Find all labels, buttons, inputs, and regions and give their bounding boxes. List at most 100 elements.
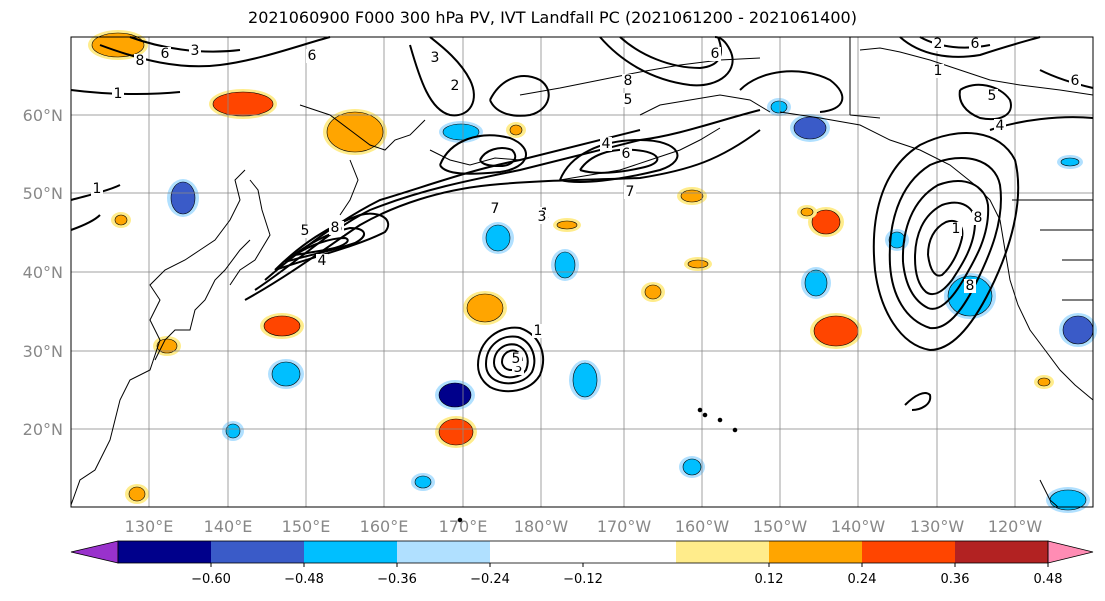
anomaly-patch — [770, 100, 788, 114]
anomaly-patch — [1037, 377, 1051, 387]
ivt-contour-line — [294, 236, 349, 256]
contour-label: 1 — [934, 63, 943, 79]
contour-label: 4 — [602, 136, 611, 152]
colorbar-tick-label: −0.60 — [191, 572, 231, 587]
anomaly-patch — [466, 293, 504, 323]
island — [702, 412, 708, 418]
anomaly-patch — [811, 209, 841, 235]
ivt-contour-line — [872, 132, 1020, 352]
coastline-segment — [639, 94, 771, 116]
ivt-contour-line — [70, 89, 181, 96]
graticule — [71, 37, 1093, 507]
ivt-contour-line — [901, 180, 990, 310]
contour-label: 5 — [301, 223, 310, 239]
coastline-segment — [559, 127, 721, 181]
contour-label-bg — [972, 211, 984, 225]
contour-label: 4 — [318, 253, 327, 269]
contour-label-bg — [709, 47, 721, 61]
longitude-label: 180°W — [514, 517, 569, 536]
coastline-segment — [1039, 479, 1059, 508]
colorbar: −0.60 −0.48 −0.36 −0.24 −0.12 0.12 0.24 0.36 0.4… — [70, 540, 1094, 587]
longitude-label: 120°W — [988, 517, 1043, 536]
coastline-segment — [154, 239, 251, 361]
coastline-segment — [999, 219, 1094, 401]
latitude-label: 40°N — [23, 263, 63, 282]
ivt-contour-line — [129, 36, 241, 53]
longitude-label: 150°E — [282, 517, 331, 536]
longitude-label: 140°W — [831, 517, 886, 536]
longitude-label: 130°W — [910, 517, 965, 536]
anomaly-patch — [326, 111, 384, 153]
colorbar-segment — [490, 541, 584, 563]
contour-label-bg — [329, 221, 341, 235]
contour-label-bg — [986, 89, 998, 103]
contour-label: 1 — [93, 181, 102, 197]
contour-labels: 863163268546174567318654126813581 — [91, 36, 1081, 376]
contour-label-bg — [932, 37, 944, 51]
contour-label: 6 — [622, 146, 631, 162]
longitude-label: 170°E — [439, 517, 488, 536]
contour-label: 1 — [114, 86, 123, 102]
anomaly-patch — [128, 486, 146, 502]
colorbar-segment — [397, 541, 491, 563]
longitude-label: 160°E — [360, 517, 409, 536]
anomaly-patch — [800, 207, 814, 217]
contour-label-bg — [969, 37, 981, 51]
latitude-label: 50°N — [23, 184, 63, 203]
colorbar-tick-label: 0.24 — [848, 572, 877, 587]
map-title: 2021060900 F000 300 hPa PV, IVT Landfall… — [248, 8, 857, 27]
ivt-contour-line — [904, 392, 932, 411]
coastline-segment — [229, 179, 271, 286]
contour-label: 3 — [538, 209, 547, 225]
contour-label-bg — [624, 185, 636, 199]
island — [732, 427, 738, 433]
colorbar-tick-label: 0.48 — [1034, 572, 1063, 587]
colorbar-segment — [862, 541, 956, 563]
ivt-contour-line — [559, 138, 679, 183]
contour-label-bg — [91, 182, 103, 196]
contour-label-bg — [449, 79, 461, 93]
anomaly-patch — [1060, 157, 1080, 167]
colorbar-segment — [769, 541, 863, 563]
island — [697, 407, 703, 413]
ivt-contour-line — [899, 36, 1041, 58]
latitude-labels: 60°N 50°N 40°N 30°N 20°N — [23, 106, 63, 439]
longitude-label: 170°W — [597, 517, 652, 536]
anomaly-patch — [682, 458, 702, 476]
ivt-contour-line — [70, 214, 101, 231]
anomaly-patch — [156, 338, 178, 354]
contour-label-bg — [429, 51, 441, 65]
ivt-contour-line — [958, 83, 1012, 120]
anomaly-patch — [572, 362, 598, 398]
colorbar-segment — [304, 541, 398, 563]
anomaly-patch — [438, 418, 474, 446]
ivt-contour-line — [264, 129, 641, 281]
coastline-segment — [1040, 229, 1093, 301]
contour-label: 8 — [331, 220, 340, 236]
anomaly-patch — [509, 124, 523, 136]
map-frame — [70, 36, 1094, 508]
anomaly-patch — [793, 116, 827, 140]
contour-label: 5 — [988, 88, 997, 104]
ivt-contour-line — [599, 36, 734, 87]
contour-label: 3 — [191, 43, 200, 59]
latitude-label: 20°N — [23, 420, 63, 439]
contour-label-bg — [134, 54, 146, 68]
contour-label: 2 — [451, 78, 460, 94]
contour-label-bg — [600, 137, 612, 151]
contour-label: 3 — [514, 360, 523, 376]
contour-label-bg — [316, 254, 328, 268]
colorbar-tick-label: 0.12 — [755, 572, 784, 587]
contour-label: 1 — [534, 323, 543, 339]
colorbar-tick-label: 0.36 — [941, 572, 970, 587]
anomaly-patch — [438, 382, 472, 408]
contour-label: 8 — [136, 53, 145, 69]
contour-label-bg — [536, 210, 548, 224]
contour-label-bg — [510, 352, 522, 366]
anomaly-patch — [170, 181, 196, 215]
anomaly-patch — [442, 123, 480, 141]
anomaly-patch — [804, 269, 828, 297]
colorbar-tick-label: −0.24 — [470, 572, 510, 587]
contour-label: 1 — [952, 221, 961, 237]
